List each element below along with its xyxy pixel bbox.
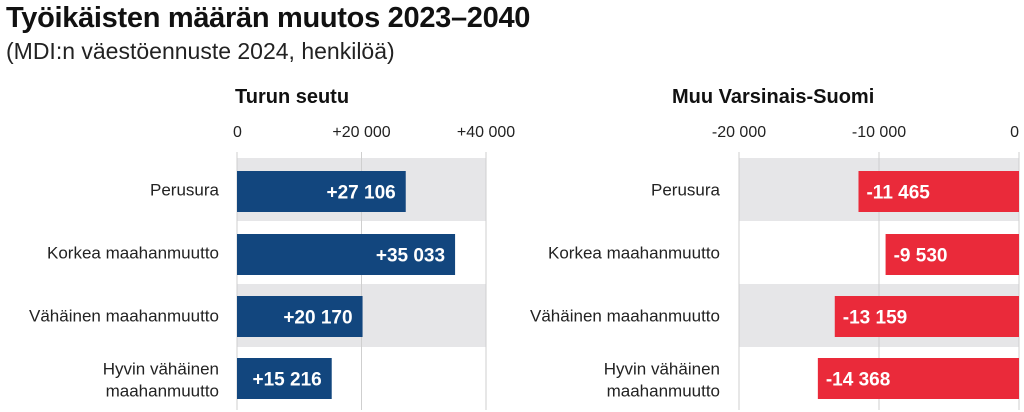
left-category-label: Hyvin vähäinen [103,360,219,379]
left-value-label: +15 216 [253,370,322,391]
right-tick-label: -20 000 [712,124,766,141]
left-tick-label: 0 [233,124,242,141]
chart-title: Työikäisten määrän muutos 2023–2040 [6,2,531,34]
left-category-label: maahanmuutto [106,382,219,401]
left-bar [237,296,363,337]
left-category-label: Vähäinen maahanmuutto [29,307,219,326]
right-panel-title: Muu Varsinais-Suomi [672,86,875,108]
left-value-label: +27 106 [327,183,396,204]
right-tick-label: -10 000 [852,124,906,141]
right-value-label: -9 530 [894,246,948,267]
right-bar [817,358,1019,399]
right-bar [834,296,1019,337]
left-value-label: +35 033 [376,246,445,267]
left-value-label: +20 170 [283,308,352,329]
right-category-label: Vähäinen maahanmuutto [530,307,720,326]
right-value-label: -13 159 [843,308,907,329]
left-bar [237,171,406,212]
chart-subtitle: (MDI:n väestöennuste 2024, henkilöä) [6,38,395,64]
left-panel-title: Turun seutu [235,86,350,108]
right-category-label: Perusura [651,181,721,200]
left-tick-label: +20 000 [332,124,390,141]
right-bar [858,171,1019,212]
left-category-label: Korkea maahanmuutto [47,244,219,263]
right-bar [885,234,1019,275]
right-value-label: -11 465 [866,183,930,204]
left-bar [237,358,332,399]
right-category-label: Korkea maahanmuutto [548,244,720,263]
right-category-label: Hyvin vähäinen [604,360,720,379]
left-tick-label: +40 000 [457,124,515,141]
left-bar [237,234,456,275]
left-category-label: Perusura [150,181,220,200]
right-value-label: -14 368 [826,370,890,391]
right-category-label: maahanmuutto [607,382,720,401]
right-tick-label: 0 [1010,124,1019,141]
